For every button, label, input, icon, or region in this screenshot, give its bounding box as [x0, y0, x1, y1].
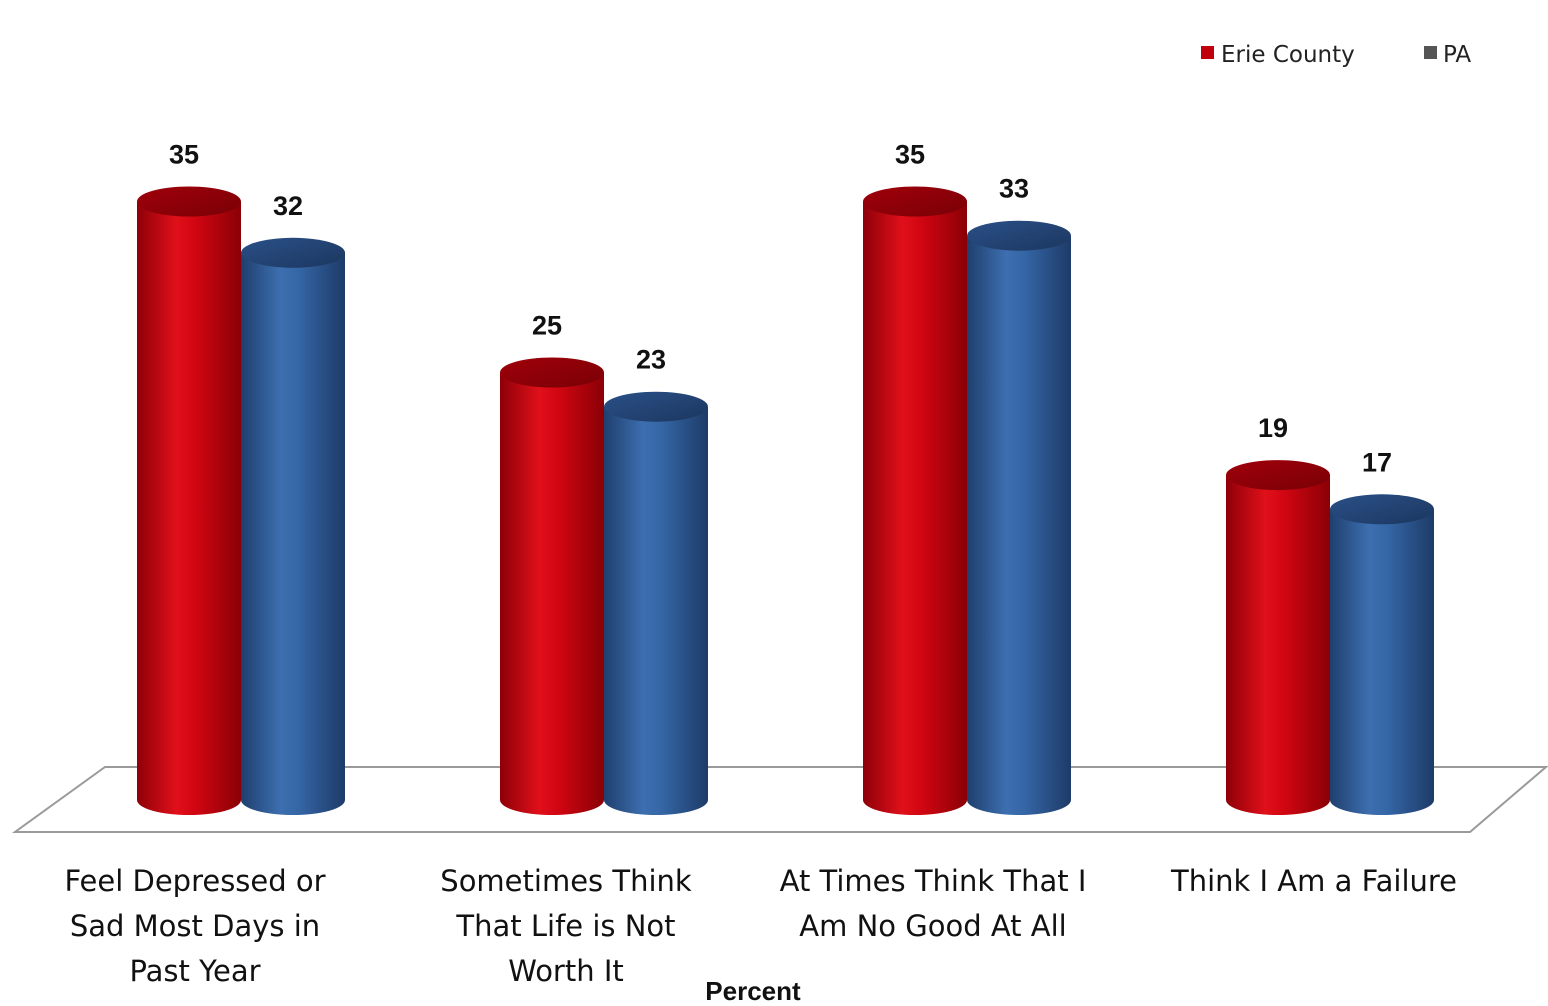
bar-erie-3: [863, 186, 967, 815]
bar-top: [1226, 460, 1330, 491]
data-label-erie-2: 25: [532, 311, 562, 341]
data-label-pa-2: 23: [636, 345, 666, 375]
legend: Erie County PA: [1201, 42, 1471, 68]
category-label-2: Sometimes Think That Life is Not Worth It: [440, 864, 692, 988]
legend-swatch-erie: [1201, 46, 1214, 59]
data-label-erie-4: 19: [1258, 413, 1288, 443]
data-label-pa-3: 33: [999, 174, 1029, 204]
x-axis-label: Percent: [705, 976, 801, 1006]
bar-top: [1330, 494, 1434, 525]
bar-top: [967, 220, 1071, 251]
bar-erie-1: [137, 186, 241, 815]
bar-top: [241, 237, 345, 268]
bar-top: [137, 186, 241, 217]
bar-pa-4: [1330, 494, 1434, 815]
bar-body: [500, 372, 604, 815]
bar-top: [604, 391, 708, 422]
bar-body: [241, 252, 345, 816]
bar-top: [863, 186, 967, 217]
bar-body: [1330, 509, 1434, 815]
bar-body: [1226, 475, 1330, 815]
category-label-3: At Times Think That I Am No Good At All: [780, 864, 1087, 943]
bar-body: [604, 406, 708, 815]
bar-pa-1: [241, 237, 345, 816]
legend-swatch-pa: [1424, 46, 1437, 59]
bar-top: [500, 357, 604, 388]
bars-group: 35 32 25 23 35 33 19 17: [137, 140, 1434, 816]
bar-body: [137, 201, 241, 815]
bar-pa-2: [604, 391, 708, 815]
bar-pa-3: [967, 220, 1071, 815]
bar-body: [967, 235, 1071, 815]
category-label-4: Think I Am a Failure: [1170, 864, 1457, 898]
data-label-erie-3: 35: [895, 140, 925, 170]
legend-label-erie: Erie County: [1221, 42, 1355, 68]
bar-erie-2: [500, 357, 604, 815]
bar-erie-4: [1226, 460, 1330, 815]
data-label-pa-1: 32: [273, 191, 303, 221]
bar-body: [863, 201, 967, 815]
data-label-pa-4: 17: [1362, 447, 1392, 477]
category-labels: Feel Depressed or Sad Most Days in Past Ye…: [64, 864, 1457, 988]
data-label-erie-1: 35: [169, 140, 199, 170]
category-label-1: Feel Depressed or Sad Most Days in Past Ye…: [64, 864, 325, 988]
legend-label-pa: PA: [1443, 42, 1471, 68]
